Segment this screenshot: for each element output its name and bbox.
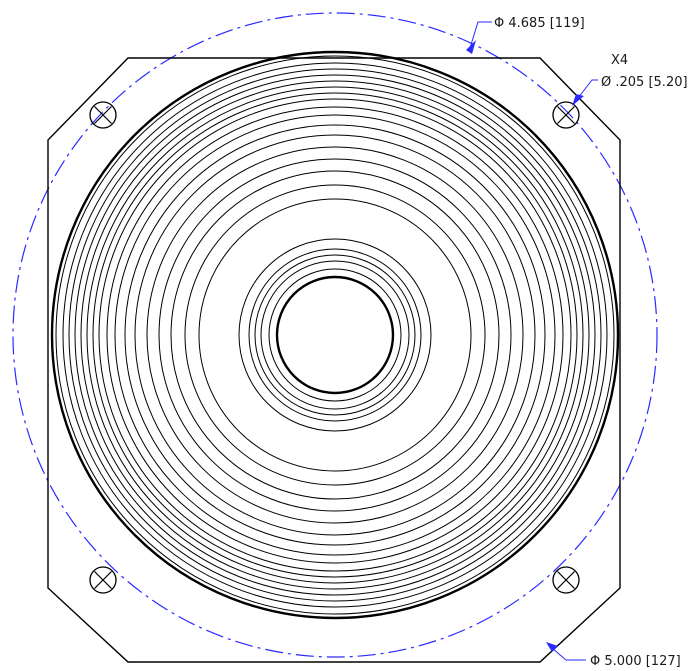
hole-diameter-leader bbox=[577, 79, 598, 99]
cone-ring bbox=[248, 248, 422, 422]
mounting-hole bbox=[552, 566, 580, 594]
cone-ring bbox=[62, 62, 608, 608]
inner-diameter-leader bbox=[469, 21, 492, 49]
mounting-hole bbox=[89, 566, 117, 594]
cone-ring bbox=[260, 260, 410, 410]
inner-diameter-label: Φ 4.685 [119] bbox=[494, 16, 585, 31]
mounting-holes-group bbox=[89, 101, 580, 594]
mounting-frame-outline bbox=[47, 57, 621, 663]
cone-ring bbox=[80, 80, 590, 590]
cone-ring bbox=[68, 68, 602, 602]
hole-diameter-arrow bbox=[572, 94, 584, 106]
cone-ring bbox=[55, 55, 615, 615]
cone-ring bbox=[50, 50, 620, 620]
hole-quantity-label: X4 bbox=[611, 53, 628, 68]
cone-ring bbox=[74, 74, 596, 596]
cone-rings-group bbox=[50, 50, 620, 620]
cone-ring bbox=[238, 238, 432, 432]
cone-ring bbox=[92, 92, 578, 578]
mounting-hole bbox=[552, 101, 580, 129]
outer-diameter-symbol: Φ bbox=[590, 654, 600, 669]
outer-diameter-value: 5.000 bbox=[604, 654, 641, 669]
cone-ring bbox=[86, 86, 584, 584]
cone-ring bbox=[124, 124, 546, 546]
cone-ring bbox=[275, 275, 395, 395]
cone-ring bbox=[184, 184, 486, 486]
outer-diameter-leader bbox=[551, 647, 586, 661]
hole-diameter-symbol: Ø bbox=[601, 75, 611, 90]
cone-ring bbox=[170, 170, 500, 500]
hole-diameter-metric: [5.20] bbox=[648, 75, 687, 90]
hole-diameter-value: .205 bbox=[615, 75, 644, 90]
outer-diameter-label: Φ 5.000 [127] bbox=[590, 654, 681, 669]
hole-diameter-label: Ø .205 [5.20] bbox=[601, 75, 688, 90]
cone-ring bbox=[254, 254, 416, 416]
cone-ring bbox=[146, 146, 524, 524]
outer-diameter-metric: [127] bbox=[646, 654, 681, 669]
cone-ring bbox=[106, 106, 564, 564]
cone-ring bbox=[98, 98, 572, 572]
mounting-hole bbox=[89, 101, 117, 129]
inner-diameter-symbol: Φ bbox=[494, 16, 504, 31]
cone-ring bbox=[198, 198, 472, 472]
cone-ring bbox=[134, 134, 536, 536]
cone-ring bbox=[268, 268, 402, 402]
inner-diameter-value: 4.685 bbox=[508, 16, 545, 31]
bolt-circle-centerline bbox=[12, 12, 658, 658]
inner-diameter-arrow bbox=[466, 40, 476, 54]
inner-diameter-metric: [119] bbox=[550, 16, 585, 31]
cone-ring bbox=[158, 158, 512, 512]
cone-ring bbox=[114, 114, 556, 556]
dimension-leaders bbox=[466, 21, 598, 661]
outer-diameter-arrow bbox=[546, 642, 558, 652]
